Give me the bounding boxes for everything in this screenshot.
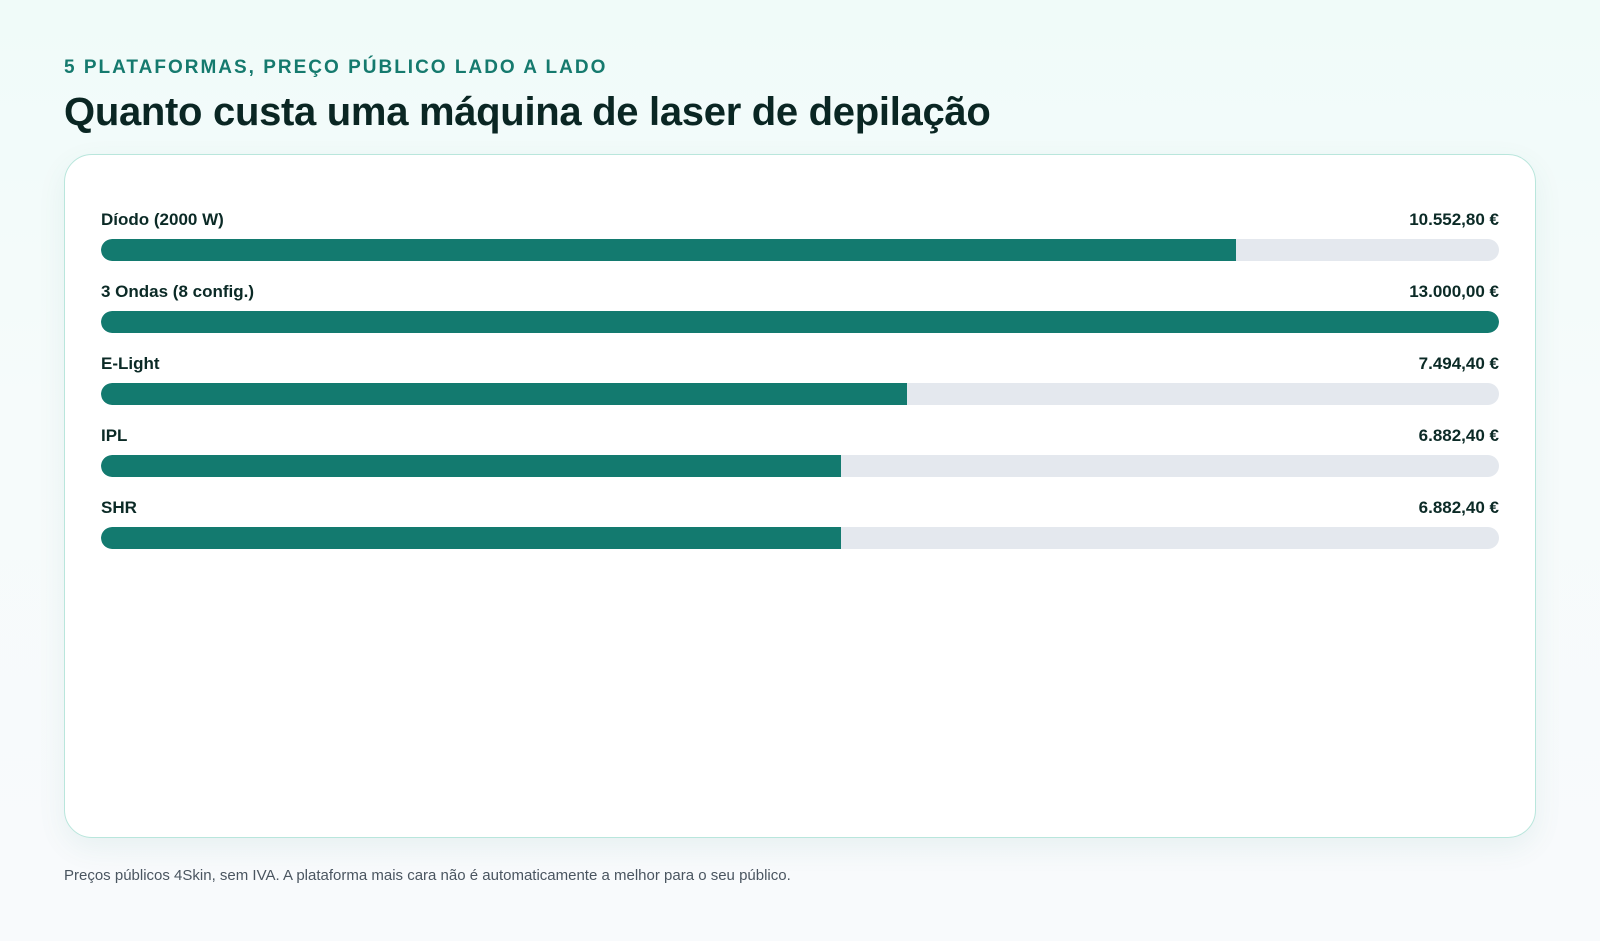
- bar-value-label: 6.882,40 €: [1418, 426, 1499, 445]
- bar: [101, 383, 907, 405]
- chart-subtitle: 5 PLATAFORMAS, PREÇO PÚBLICO LADO A LADO: [64, 57, 608, 78]
- bar-label: 3 Ondas (8 config.): [101, 282, 255, 301]
- bar-value-label: 10.552,80 €: [1409, 210, 1499, 229]
- bar-row: SHR 6.882,40 €: [101, 497, 1499, 569]
- bar-label: SHR: [101, 498, 137, 517]
- bar: [101, 527, 842, 549]
- footnote: Preços públicos 4Skin, sem IVA. A plataf…: [64, 867, 791, 884]
- bar: [101, 239, 1236, 261]
- bar-row: 3 Ondas (8 config.) 13.000,00 €: [101, 281, 1499, 353]
- chart-title: Quanto custa uma máquina de laser de dep…: [64, 90, 991, 134]
- bar-row-header: SHR 6.882,40 €: [101, 497, 1499, 527]
- bar-row-header: Díodo (2000 W) 10.552,80 €: [101, 209, 1499, 239]
- bar-row-header: IPL 6.882,40 €: [101, 425, 1499, 455]
- bar-track: [101, 383, 1499, 405]
- bar-label: E-Light: [101, 354, 160, 373]
- bar-track: [101, 239, 1499, 261]
- bar: [101, 455, 842, 477]
- bar: [101, 311, 1499, 333]
- bar-chart: Díodo (2000 W) 10.552,80 € 3 Ondas (8 conf…: [101, 209, 1499, 569]
- bar-label: Díodo (2000 W): [101, 210, 224, 229]
- bar-row: E-Light 7.494,40 €: [101, 353, 1499, 425]
- bar-value-label: 7.494,40 €: [1418, 354, 1499, 373]
- bar-value-label: 13.000,00 €: [1409, 282, 1499, 301]
- bar-track: [101, 455, 1499, 477]
- bar-label: IPL: [101, 426, 128, 445]
- bar-row-header: E-Light 7.494,40 €: [101, 353, 1499, 383]
- chart-card: Díodo (2000 W) 10.552,80 € 3 Ondas (8 conf…: [64, 154, 1536, 838]
- bar-row: Díodo (2000 W) 10.552,80 €: [101, 209, 1499, 281]
- bar-track: [101, 311, 1499, 333]
- bar-row-header: 3 Ondas (8 config.) 13.000,00 €: [101, 281, 1499, 311]
- bar-row: IPL 6.882,40 €: [101, 425, 1499, 497]
- bar-value-label: 6.882,40 €: [1418, 498, 1499, 517]
- bar-track: [101, 527, 1499, 549]
